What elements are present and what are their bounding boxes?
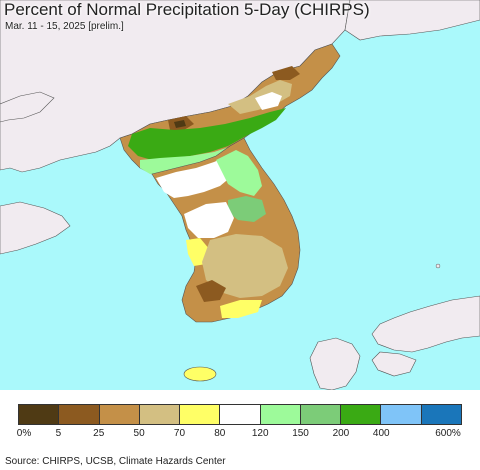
legend-swatch [19, 405, 60, 424]
date-range-subtitle: Mar. 11 - 15, 2025 [prelim.] [5, 21, 124, 32]
legend-swatch [99, 405, 140, 424]
sk-green-gangwon [216, 150, 262, 196]
legend-swatch [139, 405, 181, 424]
source-credit: Source: CHIRPS, UCSB, Climate Hazards Ce… [5, 456, 226, 467]
japan-shikoku [371, 351, 417, 377]
legend-swatch [59, 405, 100, 424]
sk-white-north [156, 156, 238, 198]
legend-swatch [220, 405, 261, 424]
shandong-peninsula [0, 201, 71, 255]
legend-swatch [180, 405, 221, 424]
legend-swatch [300, 405, 342, 424]
legend-swatch [381, 405, 422, 424]
legend-label: 50 [133, 428, 145, 439]
nk-darkest-patch [174, 120, 186, 128]
legend-label: 200 [332, 428, 350, 439]
legend-swatch [260, 405, 301, 424]
sk-tan-south [202, 234, 288, 298]
legend-label: 70 [173, 428, 186, 439]
legend-label: 0% [16, 428, 32, 439]
russia-coast [344, 0, 480, 41]
legend-label: 400 [372, 428, 390, 439]
sk-dark-southwest [196, 280, 226, 302]
sk-white-central [184, 202, 234, 238]
nk-white-patch [255, 92, 282, 110]
legend-label: 120 [251, 428, 269, 439]
legend-swatch [341, 405, 382, 424]
legend-label: 150 [292, 428, 309, 439]
legend-panel [0, 390, 480, 470]
nk-light-green [140, 142, 244, 174]
legend-label: 600% [435, 428, 461, 439]
liaodong-peninsula [0, 91, 55, 123]
legend-label: 25 [93, 428, 105, 439]
nk-dark-patch-2 [272, 66, 300, 80]
sk-green-central [228, 196, 266, 222]
legend-swatch [421, 405, 461, 424]
page-title: Percent of Normal Precipitation 5-Day (C… [4, 0, 370, 19]
legend-label: 80 [214, 428, 226, 439]
island-speck [435, 263, 441, 269]
japan-honshu [371, 295, 480, 353]
jeju-island [183, 366, 217, 382]
precipitation-map [0, 0, 480, 390]
sk-yellow-south [220, 300, 262, 318]
legend-labels: 0% 5 25 50 70 80 120 150 200 400 600% [0, 428, 480, 442]
legend-color-bar [18, 404, 462, 425]
nk-wet-band [128, 108, 286, 160]
legend-label: 5 [55, 428, 62, 439]
japan-kyushu [309, 337, 361, 390]
